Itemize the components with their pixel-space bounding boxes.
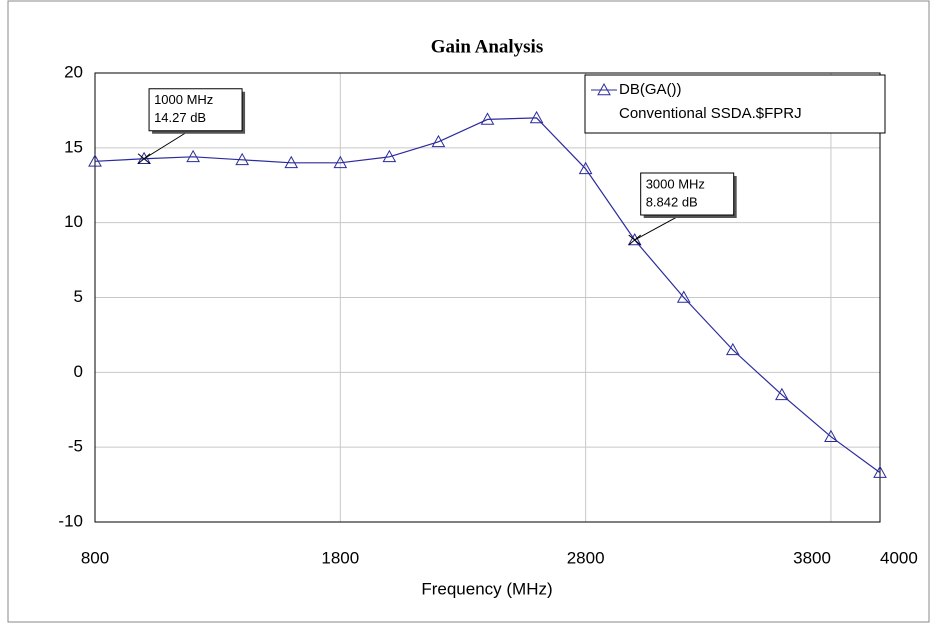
data-point [529,110,544,124]
y-tick-label: 5 [74,287,83,306]
x-tick-label: 1800 [321,548,359,567]
y-tick-label: -10 [58,511,83,530]
data-point [333,155,348,169]
y-tick-label: 0 [74,362,83,381]
annotation-leader [143,130,190,160]
series-line [94,117,881,474]
data-point [775,387,789,401]
data-point [578,161,593,175]
data-point [431,134,446,148]
chart-title: Gain Analysis [431,36,543,57]
legend-marker [597,82,611,96]
data-point [873,465,887,478]
annotation-text: 8.842 dB [646,194,698,209]
legend-box [584,74,886,134]
data-point [725,342,740,356]
x-tick-label: 800 [81,548,109,567]
annotation-text: 14.27 dB [154,110,206,125]
legend-source: Conventional SSDA.$FPRJ [619,105,802,122]
data-point [627,232,642,246]
data-point [480,112,495,125]
annotation-box [640,172,735,216]
data-point [235,152,250,166]
annotation-box [148,88,243,132]
y-tick-label: 10 [64,212,83,231]
x-tick-label: 3800 [793,548,831,567]
annotation-text: 3000 MHz [646,176,705,191]
data-point [137,151,151,165]
annotation-leader [634,214,681,241]
data-point [676,290,691,303]
y-tick-label: 20 [64,62,83,81]
x-axis-label: Frequency (MHz) [421,579,552,598]
y-tick-label: -5 [68,437,83,456]
annotation-text: 1000 MHz [154,92,213,107]
annotation-marker [137,153,151,165]
data-point [382,149,397,163]
legend-label: DB(GA()) [619,81,682,98]
data-point [284,155,299,169]
annotation-marker [628,234,642,246]
data-point [88,154,102,167]
plot-border [94,72,881,523]
data-point [186,149,200,163]
data-point [824,429,838,442]
x-tick-label: 2800 [567,548,605,567]
x-tick-label: 4000 [880,548,918,567]
y-tick-label: 15 [64,137,83,156]
